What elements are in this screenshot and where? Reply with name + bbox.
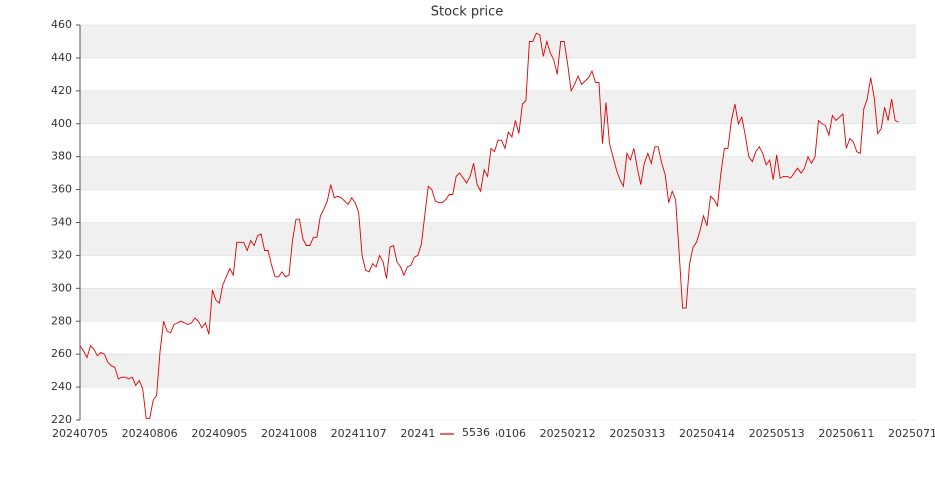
grid-band bbox=[80, 354, 916, 388]
x-tick-label: 20240806 bbox=[122, 427, 178, 440]
y-tick-label: 440 bbox=[51, 51, 72, 64]
x-tick-label: 20250711 bbox=[888, 427, 935, 440]
y-tick-label: 380 bbox=[51, 150, 72, 163]
grid-band bbox=[80, 222, 916, 256]
x-tick-label: 20250513 bbox=[749, 427, 805, 440]
y-tick-label: 280 bbox=[51, 314, 72, 327]
grid-band bbox=[80, 288, 916, 322]
legend-box bbox=[436, 425, 496, 443]
chart-title: Stock price bbox=[431, 5, 503, 20]
y-tick-label: 260 bbox=[51, 347, 72, 360]
grid-band bbox=[80, 90, 916, 124]
x-tick-label: 20250313 bbox=[609, 427, 665, 440]
legend-label: 5536 bbox=[462, 426, 490, 439]
y-tick-label: 320 bbox=[51, 248, 72, 261]
grid-band bbox=[80, 156, 916, 190]
y-tick-label: 220 bbox=[51, 413, 72, 426]
y-tick-label: 400 bbox=[51, 117, 72, 130]
x-tick-label: 20240905 bbox=[191, 427, 247, 440]
x-tick-label: 20241107 bbox=[331, 427, 387, 440]
x-tick-label: 20241008 bbox=[261, 427, 317, 440]
series-line bbox=[79, 32, 899, 419]
x-tick-label: 20250414 bbox=[679, 427, 735, 440]
y-tick-label: 360 bbox=[51, 183, 72, 196]
y-tick-label: 460 bbox=[51, 18, 72, 31]
y-tick-label: 340 bbox=[51, 216, 72, 229]
grid-band bbox=[80, 25, 916, 58]
x-tick-label: 20250212 bbox=[540, 427, 596, 440]
x-tick-label: 20240705 bbox=[52, 427, 108, 440]
y-tick-label: 300 bbox=[51, 281, 72, 294]
x-tick-label: 20250611 bbox=[818, 427, 874, 440]
y-tick-label: 420 bbox=[51, 84, 72, 97]
y-tick-label: 240 bbox=[51, 380, 72, 393]
